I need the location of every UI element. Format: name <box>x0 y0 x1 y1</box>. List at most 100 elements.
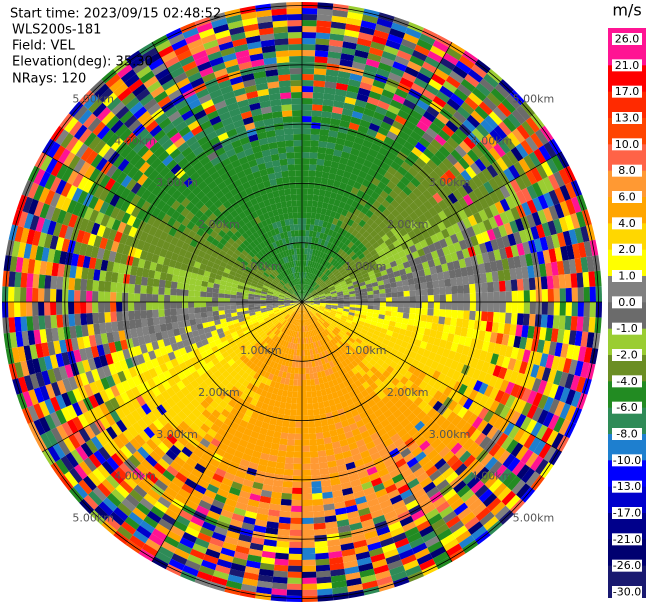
radial-cell <box>291 92 302 98</box>
radial-cell <box>314 183 321 190</box>
radial-cell <box>56 289 62 302</box>
radial-cell <box>313 80 325 87</box>
radial-cell <box>554 302 560 316</box>
radial-cell <box>298 374 302 380</box>
radial-cell <box>182 290 188 297</box>
radial-cell <box>426 315 433 322</box>
radial-cell <box>140 285 147 294</box>
radial-cell <box>312 499 323 506</box>
radial-cell <box>512 302 518 313</box>
radial-cell <box>104 312 111 323</box>
radial-cell <box>281 104 292 111</box>
radial-cell <box>50 289 56 302</box>
radial-cell <box>74 302 80 314</box>
radial-cell <box>38 316 45 330</box>
radial-cell <box>321 419 328 426</box>
radial-cell <box>280 432 288 439</box>
radial-cell <box>312 201 318 208</box>
radial-cell <box>274 565 288 572</box>
radial-cell <box>307 398 313 404</box>
radial-cell <box>188 308 194 314</box>
radial-cell <box>295 422 302 428</box>
radial-cell <box>434 302 440 309</box>
radial-cell <box>464 302 470 311</box>
radial-cell <box>20 273 27 288</box>
radial-cell <box>294 446 302 452</box>
radial-cell <box>278 147 287 154</box>
radial-cell <box>302 140 311 146</box>
radial-cell <box>302 584 317 590</box>
radial-cell <box>135 319 142 328</box>
radial-cell <box>299 248 302 254</box>
radial-cell <box>313 86 325 93</box>
radial-cell <box>276 419 283 426</box>
radial-cell <box>92 302 98 313</box>
radial-cell <box>194 291 201 297</box>
radial-cell <box>128 284 135 293</box>
radial-cell <box>288 164 296 171</box>
radial-cell <box>302 158 310 164</box>
radial-cell <box>318 450 327 457</box>
radial-cell <box>68 302 74 314</box>
radial-cell <box>80 279 87 291</box>
radial-cell <box>291 403 297 410</box>
radial-cell <box>306 368 310 374</box>
radial-cell <box>280 159 288 166</box>
radial-cell <box>158 287 165 295</box>
radial-cell <box>309 433 317 440</box>
radial-cell <box>56 276 63 289</box>
radial-cell <box>302 236 306 242</box>
radial-cell <box>80 302 86 314</box>
radial-cell <box>170 288 177 295</box>
radial-cell <box>295 164 302 170</box>
radial-cell <box>275 553 289 560</box>
radial-cell <box>291 194 297 201</box>
radial-cell <box>438 316 445 324</box>
radial-cell <box>312 493 323 500</box>
radial-cell <box>553 315 560 329</box>
radial-cell <box>577 316 584 331</box>
radial-cell <box>302 38 316 44</box>
radial-cell <box>305 362 309 368</box>
radial-cell <box>309 439 317 446</box>
radial-cell <box>315 171 322 178</box>
radial-cell <box>281 98 292 105</box>
radial-cell <box>421 315 428 322</box>
radial-cell <box>294 146 302 152</box>
radial-cell <box>134 293 140 302</box>
radial-cell <box>410 302 416 308</box>
radial-cell <box>302 374 306 380</box>
radial-cell <box>218 298 224 302</box>
radial-cell <box>315 50 328 57</box>
radial-cell <box>408 319 415 326</box>
radial-cell <box>200 297 206 302</box>
radial-cell <box>276 541 289 548</box>
radial-cell <box>578 302 584 317</box>
radial-cell <box>166 323 173 331</box>
radial-cell <box>307 206 312 212</box>
radial-cell <box>419 321 426 328</box>
radial-cell <box>104 281 111 292</box>
radial-cell <box>153 317 160 325</box>
radial-cell <box>188 302 194 308</box>
radial-cell <box>278 408 285 415</box>
radial-cell <box>110 292 116 302</box>
radial-cell <box>288 26 302 32</box>
radial-cell <box>295 434 302 440</box>
radial-cell <box>128 302 134 311</box>
radial-cell <box>547 315 554 328</box>
radial-cell <box>178 276 185 283</box>
radial-cell <box>286 397 292 404</box>
radial-cell <box>110 302 116 312</box>
radial-cell <box>276 462 285 469</box>
radial-cell <box>302 350 305 356</box>
radial-cell <box>316 565 330 572</box>
radial-cell <box>302 548 315 554</box>
radial-cell <box>288 572 302 578</box>
radial-cell <box>302 494 312 500</box>
radial-cell <box>86 302 92 313</box>
radial-cell <box>308 182 315 188</box>
radial-cell <box>302 44 316 50</box>
radial-cell <box>433 309 440 317</box>
